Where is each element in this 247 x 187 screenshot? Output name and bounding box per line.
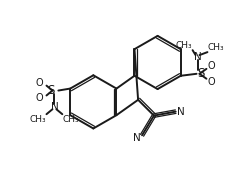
Text: CH₃: CH₃ [207,43,224,52]
Text: CH₃: CH₃ [29,115,46,124]
Text: CH₃: CH₃ [175,41,192,50]
Text: O: O [36,94,43,103]
Text: S: S [198,67,205,80]
Text: O: O [36,78,43,88]
Text: N: N [194,52,201,62]
Text: N: N [133,133,141,143]
Text: CH₃: CH₃ [63,115,80,124]
Text: N: N [51,102,58,112]
Text: O: O [207,77,215,87]
Text: N: N [177,107,185,117]
Text: S: S [47,84,54,97]
Text: O: O [207,61,215,71]
